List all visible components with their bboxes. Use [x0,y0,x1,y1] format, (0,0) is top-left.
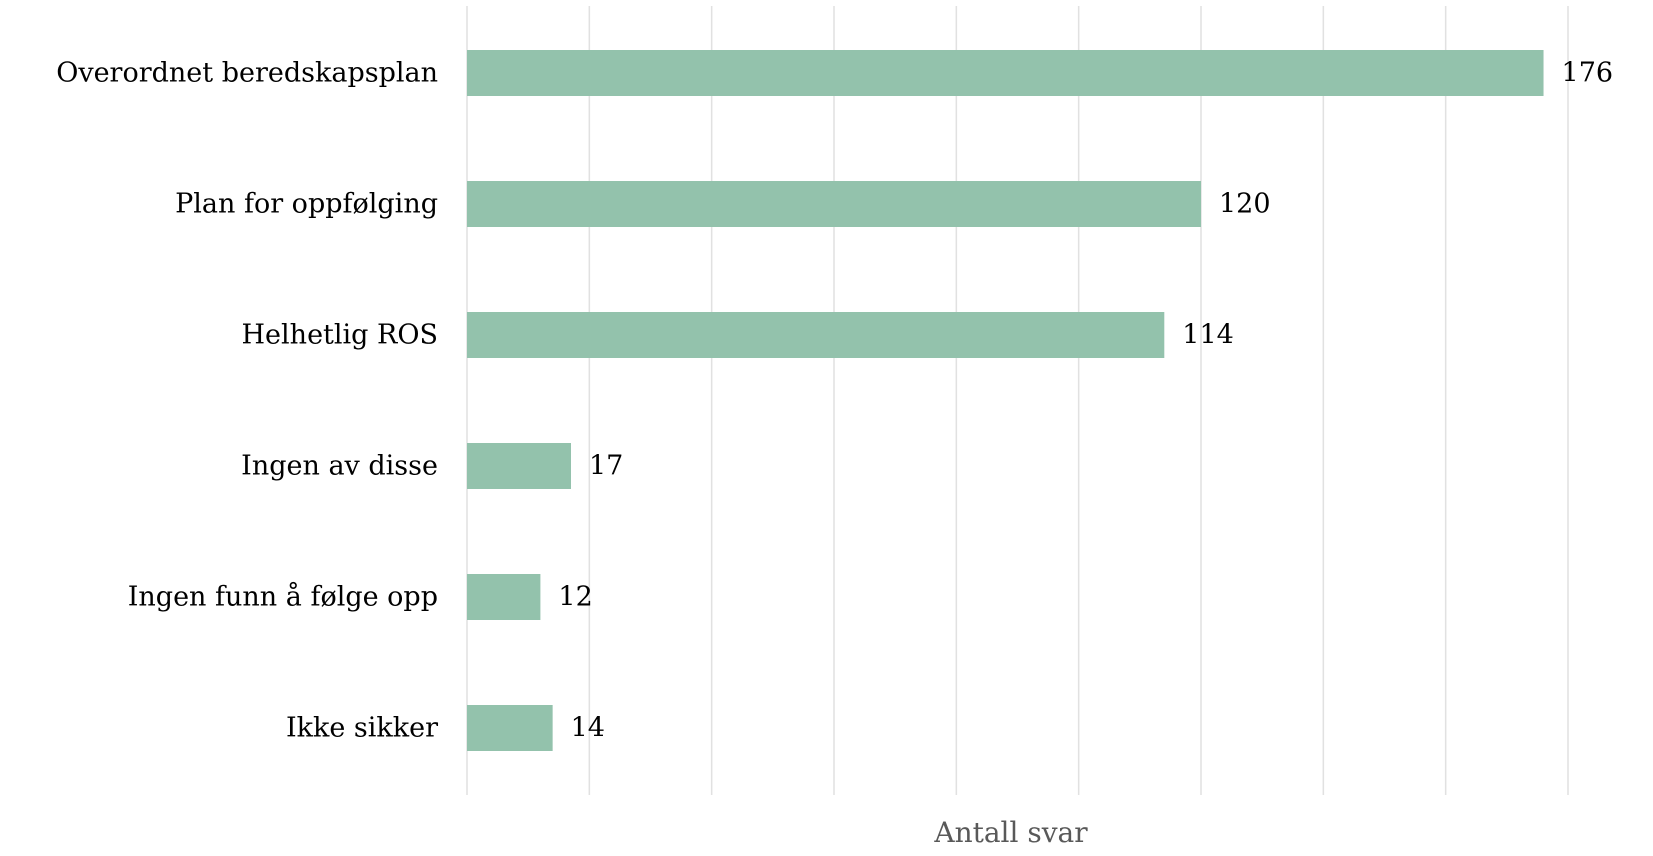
gridlines [466,6,1569,795]
category-label-1: Overordnet beredskapsplan [56,58,438,89]
bar-4 [467,443,571,489]
bars [467,50,1544,751]
category-label-6: Ikke sikker [286,713,438,744]
category-label-5: Ingen funn å følge opp [128,581,438,613]
bar-3 [467,312,1165,358]
data-label-1: 176 [1562,58,1614,89]
data-label-4: 17 [589,451,623,482]
bar-5 [467,574,541,620]
category-labels: Overordnet beredskapsplan Plan for oppføl… [56,58,438,744]
data-label-3: 114 [1182,320,1234,351]
category-label-3: Helhetlig ROS [242,320,438,351]
bar-6 [467,705,553,751]
data-label-6: 14 [571,713,605,744]
category-label-2: Plan for oppfølging [175,189,438,220]
data-label-2: 120 [1219,189,1271,220]
data-labels: 176 120 114 17 12 14 [558,58,1613,744]
bar-1 [467,50,1544,96]
data-label-5: 12 [558,582,592,613]
x-axis-title: Antall svar [933,816,1088,849]
category-label-4: Ingen av disse [241,451,438,482]
bar-2 [467,181,1201,227]
